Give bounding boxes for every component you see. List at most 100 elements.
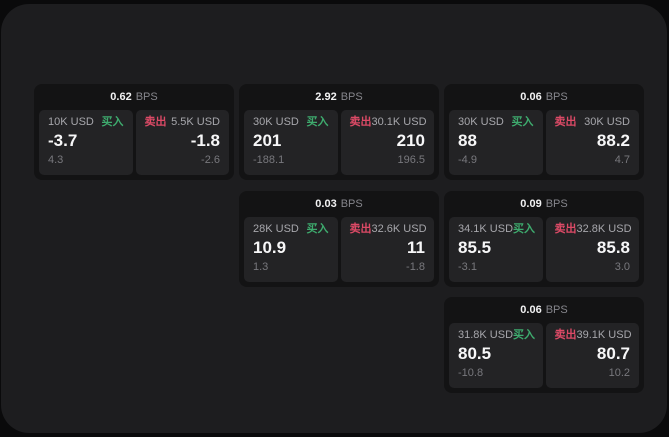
bps-suffix-label: BPS bbox=[135, 91, 158, 103]
sell-side-label: 卖出 bbox=[554, 329, 577, 341]
buy-delta: -4.9 bbox=[458, 154, 477, 166]
sell-amount: 39.1K USD bbox=[576, 329, 632, 341]
buy-delta: -3.1 bbox=[458, 261, 477, 273]
bps-value: 2.92 bbox=[315, 91, 337, 103]
buy-quote-tile[interactable]: 30K USD 买入 201 -188.1 bbox=[244, 110, 338, 175]
sell-tile-header: 卖出 5.5K USD bbox=[145, 116, 221, 129]
bps-suffix-label: BPS bbox=[545, 304, 568, 316]
bps-suffix-label: BPS bbox=[340, 91, 363, 103]
bps-suffix-label: BPS bbox=[340, 198, 363, 210]
sell-tile-header: 卖出 30K USD bbox=[555, 116, 631, 129]
quote-card: 2.92 BPS 30K USD 买入 201 -188.1 卖出 30.1K U… bbox=[239, 84, 439, 180]
buy-price: 10.9 bbox=[253, 238, 287, 257]
buy-tile-header: 31.8K USD 买入 bbox=[458, 329, 536, 342]
buy-delta: -10.8 bbox=[458, 367, 484, 379]
buy-side-label: 买入 bbox=[513, 223, 536, 235]
buy-amount: 30K USD bbox=[253, 116, 299, 128]
buy-side-label: 买入 bbox=[513, 329, 536, 341]
bps-value: 0.09 bbox=[520, 198, 542, 210]
sell-amount: 30K USD bbox=[584, 116, 630, 128]
buy-price: 88 bbox=[458, 131, 477, 150]
quote-card-body: 34.1K USD 买入 85.5 -3.1 卖出 32.8K USD 85.8… bbox=[449, 217, 639, 282]
quote-card-body: 30K USD 买入 201 -188.1 卖出 30.1K USD 210 1… bbox=[244, 110, 434, 175]
bps-header: 0.62 BPS bbox=[39, 84, 229, 110]
quote-card: 0.62 BPS 10K USD 买入 -3.7 4.3 卖出 5.5K USD … bbox=[34, 84, 234, 180]
sell-quote-tile[interactable]: 卖出 30.1K USD 210 196.5 bbox=[340, 110, 434, 175]
sell-tile-header: 卖出 32.8K USD bbox=[554, 223, 632, 236]
buy-quote-tile[interactable]: 31.8K USD 买入 80.5 -10.8 bbox=[449, 323, 543, 388]
sell-amount: 32.6K USD bbox=[371, 223, 427, 235]
sell-side-label: 卖出 bbox=[349, 116, 372, 128]
bps-value: 0.06 bbox=[520, 304, 542, 316]
buy-amount: 34.1K USD bbox=[458, 223, 514, 235]
sell-price: -1.8 bbox=[190, 131, 220, 150]
quote-card-body: 28K USD 买入 10.9 1.3 卖出 32.6K USD 11 -1.8 bbox=[244, 217, 434, 282]
sell-side-label: 卖出 bbox=[349, 223, 372, 235]
sell-tile-header: 卖出 32.6K USD bbox=[349, 223, 427, 236]
sell-side-label: 卖出 bbox=[554, 116, 577, 128]
buy-quote-tile[interactable]: 34.1K USD 买入 85.5 -3.1 bbox=[449, 217, 543, 282]
sell-price: 11 bbox=[407, 238, 425, 257]
sell-tile-header: 卖出 39.1K USD bbox=[554, 329, 632, 342]
sell-delta: 196.5 bbox=[397, 154, 425, 166]
buy-tile-header: 34.1K USD 买入 bbox=[458, 223, 536, 236]
bps-header: 2.92 BPS bbox=[244, 84, 434, 110]
buy-side-label: 买入 bbox=[511, 116, 534, 128]
quotes-panel: 0.62 BPS 10K USD 买入 -3.7 4.3 卖出 5.5K USD … bbox=[1, 4, 667, 433]
quote-card-body: 30K USD 买入 88 -4.9 卖出 30K USD 88.2 4.7 bbox=[449, 110, 639, 175]
bps-header: 0.06 BPS bbox=[449, 84, 639, 110]
quote-card: 0.06 BPS 30K USD 买入 88 -4.9 卖出 30K USD 88… bbox=[444, 84, 644, 180]
buy-delta: 4.3 bbox=[48, 154, 64, 166]
buy-delta: -188.1 bbox=[253, 154, 285, 166]
bps-header: 0.09 BPS bbox=[449, 191, 639, 217]
buy-tile-header: 30K USD 买入 bbox=[253, 116, 329, 129]
buy-amount: 28K USD bbox=[253, 223, 299, 235]
buy-side-label: 买入 bbox=[306, 223, 329, 235]
bps-value: 0.62 bbox=[110, 91, 132, 103]
sell-delta: -1.8 bbox=[406, 261, 425, 273]
buy-tile-header: 28K USD 买入 bbox=[253, 223, 329, 236]
sell-quote-tile[interactable]: 卖出 32.8K USD 85.8 3.0 bbox=[545, 217, 639, 282]
sell-quote-tile[interactable]: 卖出 30K USD 88.2 4.7 bbox=[545, 110, 639, 175]
sell-quote-tile[interactable]: 卖出 5.5K USD -1.8 -2.6 bbox=[135, 110, 229, 175]
buy-amount: 30K USD bbox=[458, 116, 504, 128]
buy-tile-header: 30K USD 买入 bbox=[458, 116, 534, 129]
quote-card: 0.03 BPS 28K USD 买入 10.9 1.3 卖出 32.6K USD… bbox=[239, 191, 439, 287]
bps-value: 0.03 bbox=[315, 198, 337, 210]
bps-suffix-label: BPS bbox=[545, 91, 568, 103]
buy-quote-tile[interactable]: 30K USD 买入 88 -4.9 bbox=[449, 110, 543, 175]
quote-card-body: 31.8K USD 买入 80.5 -10.8 卖出 39.1K USD 80.… bbox=[449, 323, 639, 388]
bps-value: 0.06 bbox=[520, 91, 542, 103]
sell-amount: 5.5K USD bbox=[171, 116, 220, 128]
sell-price: 80.7 bbox=[596, 344, 630, 363]
quote-card: 0.06 BPS 31.8K USD 买入 80.5 -10.8 卖出 39.1K… bbox=[444, 297, 644, 393]
sell-side-label: 卖出 bbox=[144, 116, 167, 128]
buy-price: 201 bbox=[253, 131, 282, 150]
sell-amount: 32.8K USD bbox=[576, 223, 632, 235]
sell-delta: -2.6 bbox=[201, 154, 220, 166]
sell-tile-header: 卖出 30.1K USD bbox=[349, 116, 427, 129]
sell-delta: 3.0 bbox=[614, 261, 630, 273]
sell-price: 85.8 bbox=[596, 238, 630, 257]
sell-quote-tile[interactable]: 卖出 39.1K USD 80.7 10.2 bbox=[545, 323, 639, 388]
sell-price: 210 bbox=[396, 131, 425, 150]
quote-card: 0.09 BPS 34.1K USD 买入 85.5 -3.1 卖出 32.8K … bbox=[444, 191, 644, 287]
buy-price: 85.5 bbox=[458, 238, 492, 257]
cards-grid: 0.62 BPS 10K USD 买入 -3.7 4.3 卖出 5.5K USD … bbox=[1, 4, 667, 433]
buy-quote-tile[interactable]: 10K USD 买入 -3.7 4.3 bbox=[39, 110, 133, 175]
buy-amount: 10K USD bbox=[48, 116, 94, 128]
sell-delta: 10.2 bbox=[608, 367, 630, 379]
sell-quote-tile[interactable]: 卖出 32.6K USD 11 -1.8 bbox=[340, 217, 434, 282]
bps-header: 0.06 BPS bbox=[449, 297, 639, 323]
sell-side-label: 卖出 bbox=[554, 223, 577, 235]
buy-price: 80.5 bbox=[458, 344, 492, 363]
sell-price: 88.2 bbox=[596, 131, 630, 150]
bps-header: 0.03 BPS bbox=[244, 191, 434, 217]
buy-quote-tile[interactable]: 28K USD 买入 10.9 1.3 bbox=[244, 217, 338, 282]
buy-amount: 31.8K USD bbox=[458, 329, 514, 341]
sell-amount: 30.1K USD bbox=[371, 116, 427, 128]
sell-delta: 4.7 bbox=[614, 154, 630, 166]
buy-side-label: 买入 bbox=[306, 116, 329, 128]
buy-delta: 1.3 bbox=[253, 261, 269, 273]
